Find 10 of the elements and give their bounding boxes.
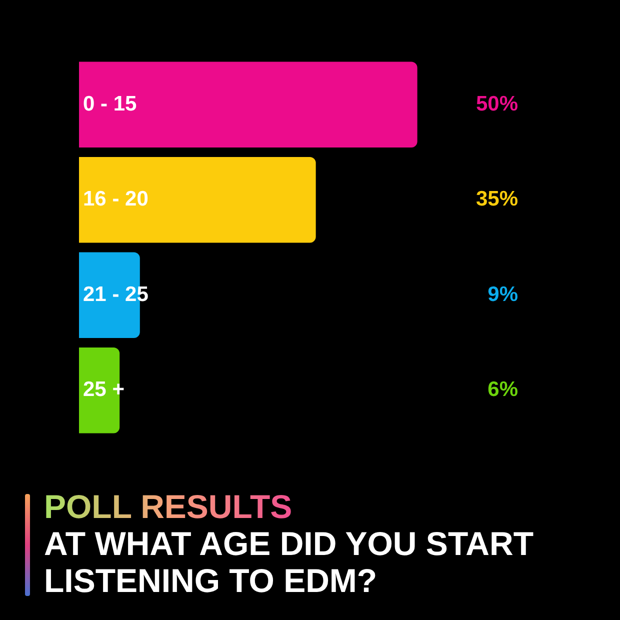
bar [79, 62, 418, 148]
text: POLL RESULTS [44, 488, 292, 525]
data-label: 9% [488, 282, 518, 306]
data-label: 50% [476, 92, 518, 116]
bar [79, 157, 316, 243]
data-label: 6% [488, 378, 518, 402]
y-tick-label: 16 - 20 [83, 188, 148, 211]
data-label: 35% [476, 188, 518, 211]
y-tick-label: 0 - 15 [83, 92, 138, 116]
text: AT WHAT AGE DID YOU START LISTENING TO EDM? [44, 525, 534, 599]
